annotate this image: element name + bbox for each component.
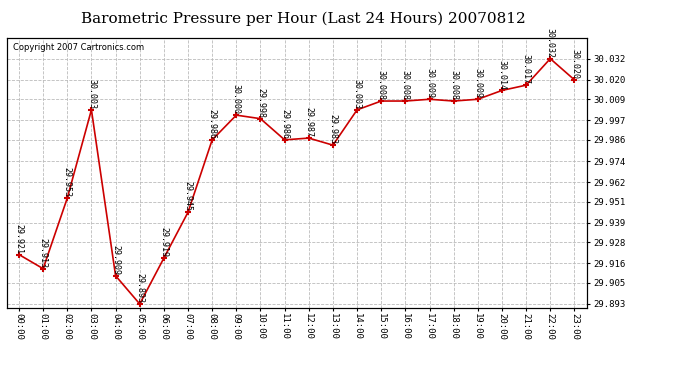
Text: 30.009: 30.009 xyxy=(473,68,482,98)
Text: 30.000: 30.000 xyxy=(232,84,241,114)
Text: 29.913: 29.913 xyxy=(39,238,48,268)
Text: 30.003: 30.003 xyxy=(353,79,362,109)
Text: 30.008: 30.008 xyxy=(377,70,386,100)
Text: 30.008: 30.008 xyxy=(449,70,458,100)
Text: 29.921: 29.921 xyxy=(14,224,23,254)
Text: 30.017: 30.017 xyxy=(522,54,531,84)
Text: 29.919: 29.919 xyxy=(159,227,168,257)
Text: 30.032: 30.032 xyxy=(546,28,555,58)
Text: Barometric Pressure per Hour (Last 24 Hours) 20070812: Barometric Pressure per Hour (Last 24 Ho… xyxy=(81,11,526,26)
Text: 30.014: 30.014 xyxy=(497,60,506,90)
Text: 29.987: 29.987 xyxy=(304,107,313,137)
Text: 29.945: 29.945 xyxy=(184,182,193,212)
Text: 29.998: 29.998 xyxy=(256,88,265,118)
Text: 29.953: 29.953 xyxy=(63,167,72,197)
Text: 30.020: 30.020 xyxy=(570,49,579,79)
Text: 30.009: 30.009 xyxy=(425,68,434,98)
Text: 29.986: 29.986 xyxy=(280,109,289,139)
Text: 30.003: 30.003 xyxy=(87,79,96,109)
Text: 29.983: 29.983 xyxy=(328,114,337,144)
Text: Copyright 2007 Cartronics.com: Copyright 2007 Cartronics.com xyxy=(12,43,144,52)
Text: 29.893: 29.893 xyxy=(135,273,144,303)
Text: 30.008: 30.008 xyxy=(401,70,410,100)
Text: 29.986: 29.986 xyxy=(208,109,217,139)
Text: 29.909: 29.909 xyxy=(111,245,120,275)
